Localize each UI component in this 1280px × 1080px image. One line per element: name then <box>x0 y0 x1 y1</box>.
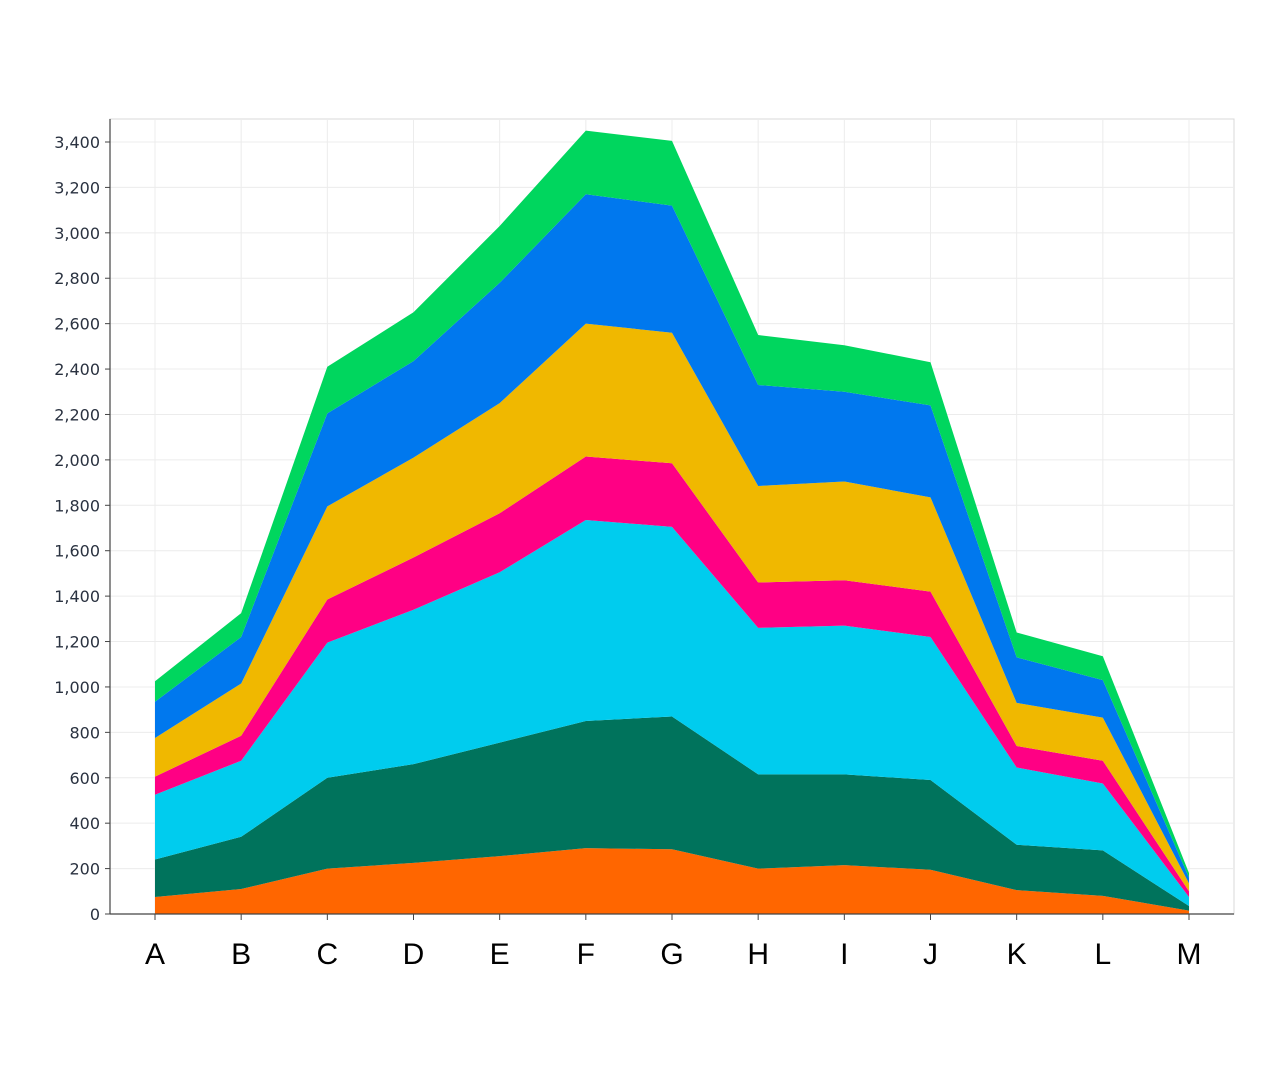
x-tick-label: F <box>577 938 595 971</box>
y-tick-label: 2,000 <box>54 451 100 470</box>
y-tick-label: 400 <box>69 814 100 833</box>
x-tick-label: J <box>923 938 938 971</box>
axes: 0 200 400 600 800 1,000 1,200 1,400 1,600 1,800 2,… <box>54 119 1234 971</box>
x-tick-label: H <box>747 938 769 971</box>
area-series-2 <box>155 716 1189 911</box>
x-tick-label: D <box>403 938 425 971</box>
y-tick-label: 1,600 <box>54 542 100 561</box>
y-tick-label: 800 <box>69 723 100 742</box>
x-tick-label: E <box>490 938 510 971</box>
y-tick-label: 200 <box>69 860 100 879</box>
y-tick-label: 1,000 <box>54 678 100 697</box>
y-tick-label: 2,200 <box>54 405 100 424</box>
y-tick-label: 0 <box>90 905 100 924</box>
area-series-1 <box>155 848 1189 914</box>
y-tick-label: 1,400 <box>54 587 100 606</box>
area-series-5 <box>155 323 1189 892</box>
x-tick-label: L <box>1094 938 1111 971</box>
y-tick-label: 3,400 <box>54 133 100 152</box>
area-series-7 <box>155 130 1189 878</box>
y-tick-label: 1,200 <box>54 633 100 652</box>
x-tick-label: K <box>1007 938 1027 971</box>
area-series-layer <box>155 130 1189 914</box>
y-tick-label: 2,400 <box>54 360 100 379</box>
x-tick-label: C <box>316 938 338 971</box>
x-tick-label: G <box>660 938 683 971</box>
x-tick-label: M <box>1177 938 1202 971</box>
y-tick-label: 2,600 <box>54 315 100 334</box>
y-tick-label: 600 <box>69 769 100 788</box>
area-series-4 <box>155 456 1189 897</box>
y-tick-label: 2,800 <box>54 269 100 288</box>
x-tick-label: B <box>231 938 251 971</box>
x-tick-label: A <box>145 938 165 971</box>
area-series-6 <box>155 194 1189 884</box>
y-tick-label: 3,200 <box>54 178 100 197</box>
x-tick-label: I <box>840 938 848 971</box>
area-series-3 <box>155 520 1189 907</box>
y-tick-label: 1,800 <box>54 496 100 515</box>
y-tick-label: 3,000 <box>54 224 100 243</box>
